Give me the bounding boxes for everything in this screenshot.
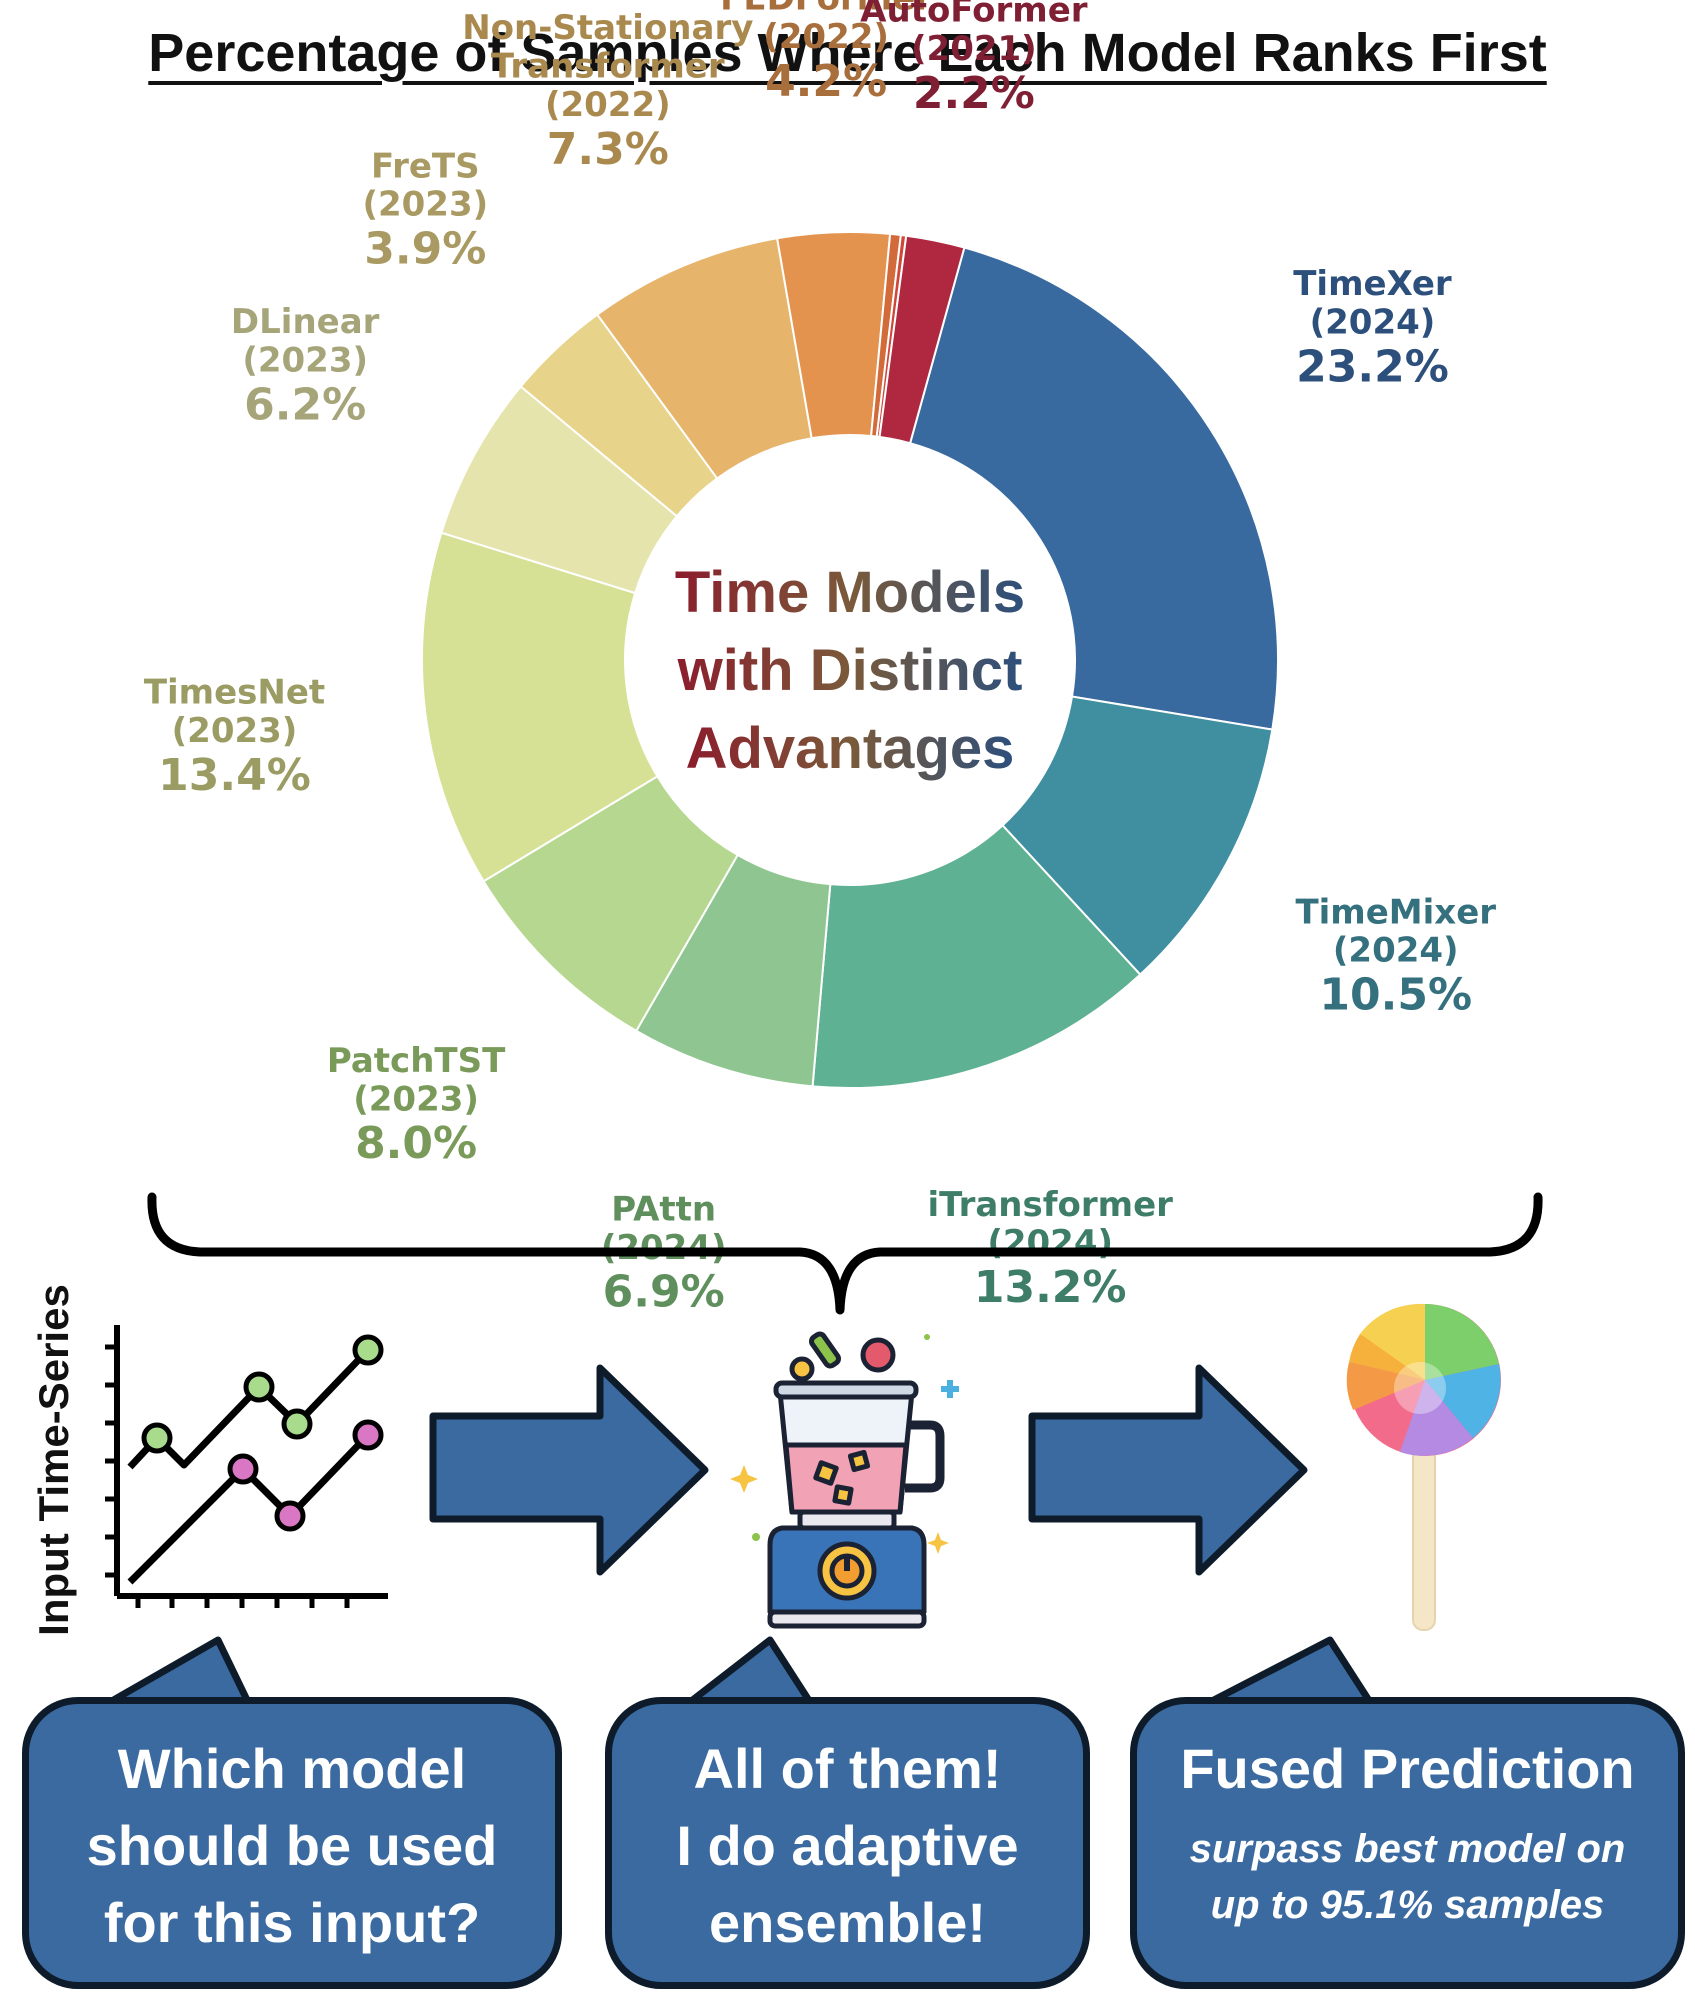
center-text-line-3: Advantages (686, 716, 1015, 781)
slice-label-timesnet-year: (2023) (172, 711, 298, 751)
bubble-3-title: Fused Prediction (1180, 1737, 1635, 1800)
slice-label-non-stationary-transformer-year: (2022) (545, 85, 671, 125)
lollipop-icon (1346, 1303, 1501, 1631)
center-text-line-2: with Distinct (677, 638, 1023, 703)
bubble-2-line-3: ensemble! (709, 1891, 986, 1954)
center-text-line-1: Time Models (675, 560, 1025, 625)
slice-label-timemixer-value: 10.5% (1319, 970, 1472, 1021)
arrow-right-1 (429, 1364, 709, 1576)
bubble-3-line-2: up to 95.1% samples (1210, 1883, 1605, 1927)
bubble-1-line-1: Which model (117, 1737, 467, 1800)
input-time-series-label: Input Time-Series (30, 1284, 77, 1636)
donut-chart (421, 231, 1279, 1089)
speech-bubble-question: Which model should be used for this inpu… (22, 1697, 562, 1989)
slice-label-dlinear-year: (2023) (242, 340, 368, 380)
slice-label-timexer-value: 23.2% (1296, 342, 1449, 393)
chart-title: Percentage of Samples Where Each Model R… (148, 23, 1547, 83)
slice-timexer (908, 246, 1279, 731)
slice-label-non-stationary-transformer-value: 7.3% (547, 124, 669, 175)
bubble-2-tail (686, 1636, 814, 1706)
slice-label-patchtst-year: (2023) (353, 1079, 479, 1119)
slice-label-autoformer-value: 2.2% (913, 68, 1035, 119)
slice-label-itransformer-value: 13.2% (974, 1262, 1127, 1313)
speech-bubble-answer: All of them! I do adaptive ensemble! (605, 1697, 1090, 1989)
input-time-series-plot (105, 1325, 388, 1608)
speech-bubble-result: Fused Prediction surpass best model on u… (1130, 1697, 1685, 1989)
bubble-3-tail (1206, 1636, 1374, 1706)
slice-label-timemixer-name-0: TimeMixer (1295, 892, 1496, 932)
bubble-1-line-2: should be used (86, 1814, 498, 1877)
bubble-1-line-3: for this input? (103, 1891, 481, 1954)
slice-label-frets-year: (2023) (362, 185, 488, 225)
slice-label-fedformer-year: (2022) (763, 17, 889, 57)
slice-label-non-stationary-transformer-name-0: Non-Stationary (462, 8, 753, 48)
slice-labels: TimeXer(2024)23.2%TimeMixer(2024)10.5%iT… (144, 0, 1496, 1318)
bubble-2-line-2: I do adaptive (676, 1814, 1019, 1877)
slice-label-itransformer-name-0: iTransformer (927, 1185, 1173, 1225)
curly-brace (147, 1192, 1543, 1315)
bubble-3-line-1: surpass best model on (1189, 1827, 1626, 1871)
slice-label-timesnet-name-0: TimesNet (144, 673, 325, 713)
bubble-2-line-1: All of them! (693, 1737, 1002, 1800)
slice-label-timexer-year: (2024) (1310, 303, 1436, 343)
slice-label-autoformer-year: (2021) (911, 29, 1037, 69)
slice-timemixer (1001, 695, 1274, 976)
slice-label-pattn-value: 6.9% (603, 1267, 725, 1318)
slice-label-timexer-name-0: TimeXer (1293, 264, 1452, 304)
slice-label-fedformer-value: 4.2% (765, 56, 887, 107)
slice-label-itransformer-year: (2024) (987, 1223, 1113, 1263)
blender-icon (730, 1331, 959, 1629)
bubble-1-tail (106, 1636, 252, 1706)
slice-label-fedformer-name-0: FEDFormer (720, 0, 932, 18)
slice-autoformer (878, 234, 966, 445)
slice-label-dlinear-value: 6.2% (244, 379, 366, 430)
slice-label-pattn-name-0: PAttn (611, 1189, 716, 1229)
slice-label-patchtst-name-0: PatchTST (327, 1041, 506, 1081)
slice-label-frets-value: 3.9% (364, 224, 486, 275)
slice-label-autoformer-name-0: AutoFormer (860, 0, 1088, 31)
slice-label-non-stationary-transformer-name-1: Transformer (491, 46, 725, 86)
slice-label-dlinear-name-0: DLinear (231, 302, 380, 342)
slice-label-frets-name-0: FreTS (371, 146, 480, 186)
arrow-right-2 (1028, 1364, 1308, 1576)
slice-itransformer (811, 823, 1142, 1089)
slice-label-timemixer-year: (2024) (1333, 931, 1459, 971)
slice-label-timesnet-value: 13.4% (158, 750, 311, 801)
slice-timesnet (421, 531, 659, 883)
slice-label-patchtst-value: 8.0% (355, 1118, 477, 1169)
